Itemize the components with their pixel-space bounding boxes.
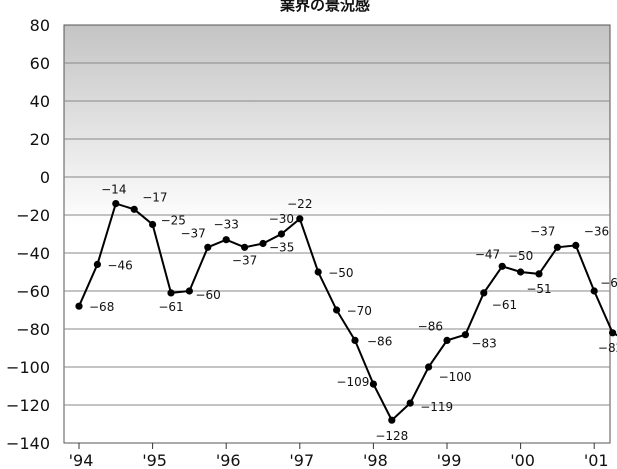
y-tick-label: 20 — [30, 130, 50, 149]
data-label: −17 — [142, 190, 167, 204]
data-point — [388, 416, 396, 424]
data-label: −47 — [475, 247, 500, 261]
data-point — [93, 260, 101, 268]
data-point — [167, 289, 175, 297]
y-tick-label: −140 — [6, 434, 50, 453]
data-label: −82 — [598, 341, 617, 355]
data-label: −33 — [214, 218, 239, 232]
data-point — [222, 236, 230, 244]
data-point — [149, 220, 157, 229]
data-point — [590, 287, 598, 295]
x-tick-label: '99 — [437, 451, 462, 469]
data-point — [296, 215, 304, 223]
data-label: −46 — [107, 258, 132, 272]
data-label: −86 — [367, 334, 392, 348]
data-point — [498, 262, 506, 270]
y-tick-label: −120 — [6, 396, 50, 415]
data-label: −30 — [269, 212, 294, 226]
data-label: −37 — [232, 253, 257, 267]
data-label: −37 — [180, 226, 205, 240]
y-tick-label: −60 — [16, 282, 50, 301]
data-point — [241, 243, 249, 251]
data-point — [75, 302, 83, 310]
data-label: −60 — [195, 288, 220, 302]
data-point — [517, 268, 525, 276]
data-label: −25 — [161, 214, 186, 228]
data-point — [112, 200, 120, 208]
gridlines — [64, 62, 610, 406]
y-tick-label: 40 — [30, 92, 50, 111]
x-tick-label: '00 — [510, 451, 535, 469]
data-point — [369, 380, 377, 388]
data-point — [609, 329, 617, 337]
data-point — [259, 239, 267, 248]
data-label: −100 — [439, 370, 472, 384]
x-tick-label: '97 — [289, 451, 314, 469]
data-labels: −68 −46 −14 −17 −25 −61 −60 −37 −33 −37 −35 −30−22 −… — [89, 183, 617, 444]
x-tick-label: '95 — [142, 451, 167, 469]
data-label: −50 — [508, 249, 533, 263]
y-tick-label: 0 — [40, 168, 50, 187]
data-label: −51 — [526, 282, 551, 296]
data-point — [572, 241, 580, 249]
data-label: −128 — [375, 429, 408, 443]
x-tick-label: '96 — [216, 451, 241, 469]
data-label: −83 — [471, 337, 496, 351]
data-point — [130, 205, 138, 213]
data-label: −119 — [420, 400, 453, 414]
data-point — [443, 336, 451, 344]
data-label: −61 — [158, 300, 183, 314]
data-label: −37 — [530, 224, 555, 238]
data-point — [277, 230, 285, 238]
data-label: −50 — [328, 266, 353, 280]
x-axis: '94'95'96'97'98'99'00'01'02 — [69, 443, 609, 469]
data-point — [314, 268, 322, 276]
y-tick-label: 80 — [30, 16, 50, 35]
x-tick-label: '94 — [69, 451, 94, 469]
data-point — [185, 287, 193, 295]
data-point — [204, 243, 212, 251]
data-point — [333, 306, 341, 314]
y-tick-label: −100 — [6, 358, 50, 377]
x-tick-label: '01 — [584, 451, 609, 469]
x-tick-label: '98 — [363, 451, 388, 469]
data-label: −68 — [89, 300, 114, 314]
y-tick-label: −40 — [16, 244, 50, 263]
y-tick-label: −80 — [16, 320, 50, 339]
data-point — [425, 363, 433, 371]
data-label: −14 — [101, 183, 126, 197]
data-points — [75, 200, 617, 424]
data-label: −86 — [418, 319, 443, 333]
data-label: −36 — [584, 224, 609, 238]
data-label: −35 — [269, 241, 294, 255]
data-point — [461, 331, 469, 339]
data-point — [351, 336, 359, 344]
data-point — [406, 399, 414, 407]
y-tick-label: −20 — [16, 206, 50, 225]
y-axis: 80 60 40 20 0 −20 −40 −60 −80 −100 −120 −140 — [6, 16, 50, 453]
data-label: −22 — [287, 197, 312, 211]
data-point — [553, 243, 562, 251]
data-point — [535, 270, 543, 278]
data-label: −60 — [600, 276, 617, 290]
data-label: −109 — [336, 375, 369, 389]
chart-title: 業界の景況感 — [279, 0, 370, 14]
data-label: −61 — [492, 298, 517, 312]
y-tick-label: 60 — [30, 54, 50, 73]
data-point — [480, 289, 488, 297]
data-label: −70 — [347, 304, 372, 318]
